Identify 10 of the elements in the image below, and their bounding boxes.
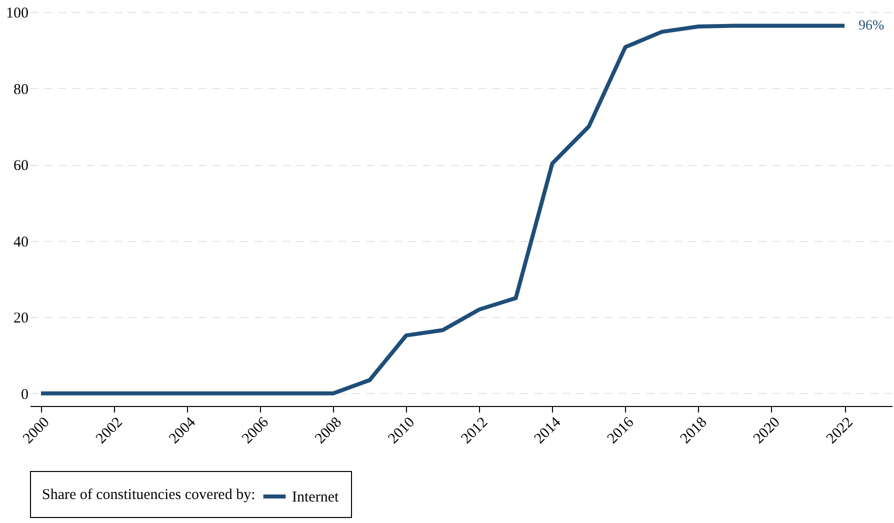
y-tick-label: 100 bbox=[6, 6, 28, 22]
y-tick-label: 40 bbox=[14, 234, 28, 250]
legend-title: Share of constituencies covered by: bbox=[42, 487, 256, 503]
y-tick-label: 0 bbox=[21, 386, 28, 403]
y-tick-label: 80 bbox=[14, 82, 28, 98]
legend-label: Internet bbox=[292, 490, 340, 506]
y-tick-label: 20 bbox=[14, 310, 28, 327]
line-series bbox=[38, 24, 847, 396]
annotation: 96% bbox=[858, 18, 885, 34]
y-tick-label: 60 bbox=[14, 158, 28, 174]
